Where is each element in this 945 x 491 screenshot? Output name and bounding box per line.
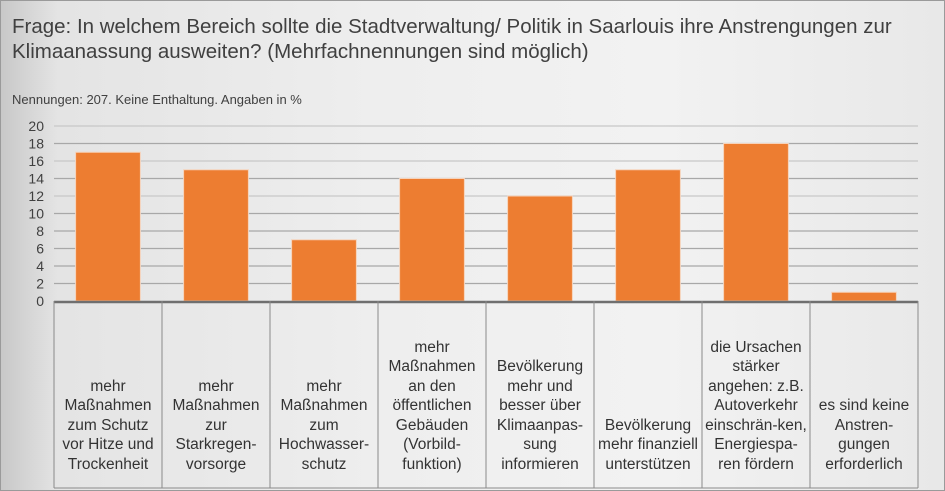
x-category-label: die Ursachen stärker angehen: z.B. Autov… — [705, 338, 807, 473]
y-tick-label: 14 — [28, 171, 44, 187]
bar — [399, 178, 465, 302]
y-tick-label: 0 — [36, 293, 44, 309]
bar — [615, 169, 681, 302]
x-category-label: mehr Maßnahmen zur Starkregen-vorsorge — [172, 377, 260, 473]
y-tick-label: 18 — [28, 136, 44, 152]
bar — [831, 291, 897, 302]
y-tick-label: 2 — [36, 276, 44, 292]
x-category-label: Bevölkerung mehr finanziell unterstützen — [598, 416, 698, 473]
chart-title: Frage: In welchem Bereich sollte die Sta… — [12, 15, 892, 63]
y-tick-label: 6 — [36, 241, 44, 257]
bar — [723, 143, 789, 302]
y-tick-label: 10 — [28, 206, 44, 222]
bar — [507, 195, 573, 302]
x-category-label: Bevölkerung mehr und besser über Klimaan… — [496, 358, 584, 473]
y-tick-label: 8 — [36, 223, 44, 239]
x-category-label: mehr Maßnahmen zum Hochwasser-schutz — [278, 377, 370, 473]
y-tick-label: 20 — [28, 118, 44, 134]
bar — [183, 169, 249, 302]
chart-subtitle: Nennungen: 207. Keine Enthaltung. Angabe… — [12, 92, 302, 107]
y-tick-label: 4 — [36, 258, 44, 274]
y-tick-label: 16 — [28, 153, 44, 169]
x-category-label: mehr Maßnahmen zum Schutz vor Hitze und … — [62, 377, 154, 473]
y-tick-label: 12 — [28, 188, 44, 204]
x-category-label: es sind keine Anstren-gungen erforderlic… — [818, 397, 910, 473]
bar — [291, 239, 357, 302]
x-category-label: mehr Maßnahmen an den öffentlichen Gebäu… — [388, 338, 476, 473]
bar — [75, 151, 141, 302]
